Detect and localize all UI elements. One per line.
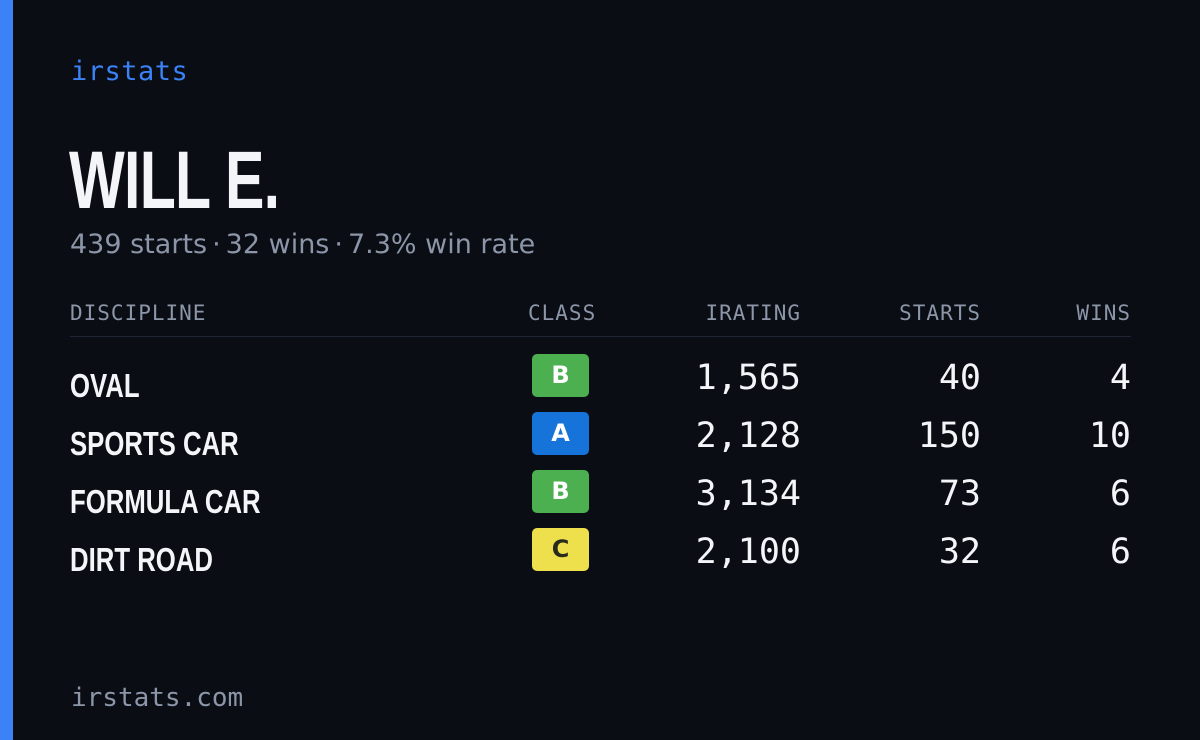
driver-summary: 439 starts · 32 wins · 7.3% win rate <box>70 226 535 264</box>
table-row: DIRT ROAD C 2,100 32 6 <box>70 524 1131 582</box>
wins-value: 6 <box>1109 532 1131 572</box>
table-row: SPORTS CAR A 2,128 150 10 <box>70 408 1131 466</box>
wins-value: 6 <box>1109 474 1131 514</box>
table-row: FORMULA CAR B 3,134 73 6 <box>70 466 1131 524</box>
wins-value: 10 <box>1088 416 1131 456</box>
win-rate: 7.3% win rate <box>347 229 536 260</box>
header-starts: STARTS <box>899 301 981 325</box>
header-discipline: DISCIPLINE <box>70 301 207 325</box>
irating-value: 3,134 <box>695 474 801 514</box>
header-wins: WINS <box>1076 301 1131 325</box>
wins-total: 32 wins <box>225 229 330 260</box>
discipline-name: SPORTS CAR <box>70 425 239 462</box>
wins-value: 4 <box>1109 358 1131 398</box>
discipline-table: OVAL B 1,565 40 4 SPORTS CAR A 2,128 150… <box>70 350 1131 582</box>
irating-value: 2,128 <box>695 416 801 456</box>
footer-url[interactable]: irstats.com <box>71 683 244 713</box>
brand-logo[interactable]: irstats <box>71 56 189 87</box>
summary-separator: · <box>334 229 343 260</box>
class-badge: A <box>532 412 589 455</box>
discipline-name: DIRT ROAD <box>70 541 213 578</box>
driver-name: WILL E. <box>69 135 280 226</box>
header-irating: IRATING <box>705 301 801 325</box>
discipline-name: FORMULA CAR <box>70 483 261 520</box>
starts-value: 40 <box>938 358 981 398</box>
starts-value: 73 <box>938 474 981 514</box>
class-badge: B <box>532 354 589 397</box>
header-class: CLASS <box>528 301 597 325</box>
starts-value: 150 <box>917 416 981 456</box>
table-row: OVAL B 1,565 40 4 <box>70 350 1131 408</box>
starts-value: 32 <box>938 532 981 572</box>
irating-value: 2,100 <box>695 532 801 572</box>
summary-separator: · <box>212 229 221 260</box>
class-badge: C <box>532 528 589 571</box>
table-header: DISCIPLINE CLASS IRATING STARTS WINS <box>70 298 1131 337</box>
class-badge: B <box>532 470 589 513</box>
accent-bar <box>0 0 13 740</box>
starts-total: 439 starts <box>70 229 208 260</box>
irating-value: 1,565 <box>695 358 801 398</box>
discipline-name: OVAL <box>70 367 140 404</box>
